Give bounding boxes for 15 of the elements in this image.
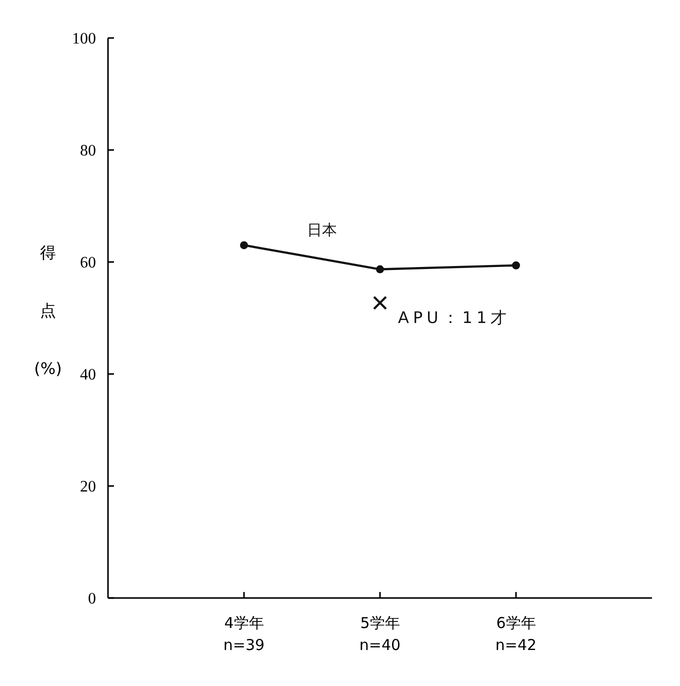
y-tick-label: 60 bbox=[80, 254, 96, 272]
x-tick-label: 5学年 n=40 bbox=[359, 614, 401, 654]
text: 得点(%) bbox=[34, 243, 62, 378]
y-tick-label: 0 bbox=[88, 590, 96, 608]
y-tick-label: 80 bbox=[80, 142, 96, 160]
series-label: 日本 bbox=[307, 221, 337, 240]
series-label: APU：11才 bbox=[398, 308, 511, 327]
point bbox=[240, 241, 248, 250]
point bbox=[512, 261, 520, 270]
x-tick-label: 6学年 n=42 bbox=[495, 614, 537, 654]
point bbox=[376, 265, 384, 274]
y-tick-label: 40 bbox=[80, 366, 96, 384]
y-tick-label: 100 bbox=[72, 30, 96, 48]
y-tick-label: 20 bbox=[80, 478, 96, 496]
x-tick-label: 4学年 n=39 bbox=[223, 614, 265, 654]
